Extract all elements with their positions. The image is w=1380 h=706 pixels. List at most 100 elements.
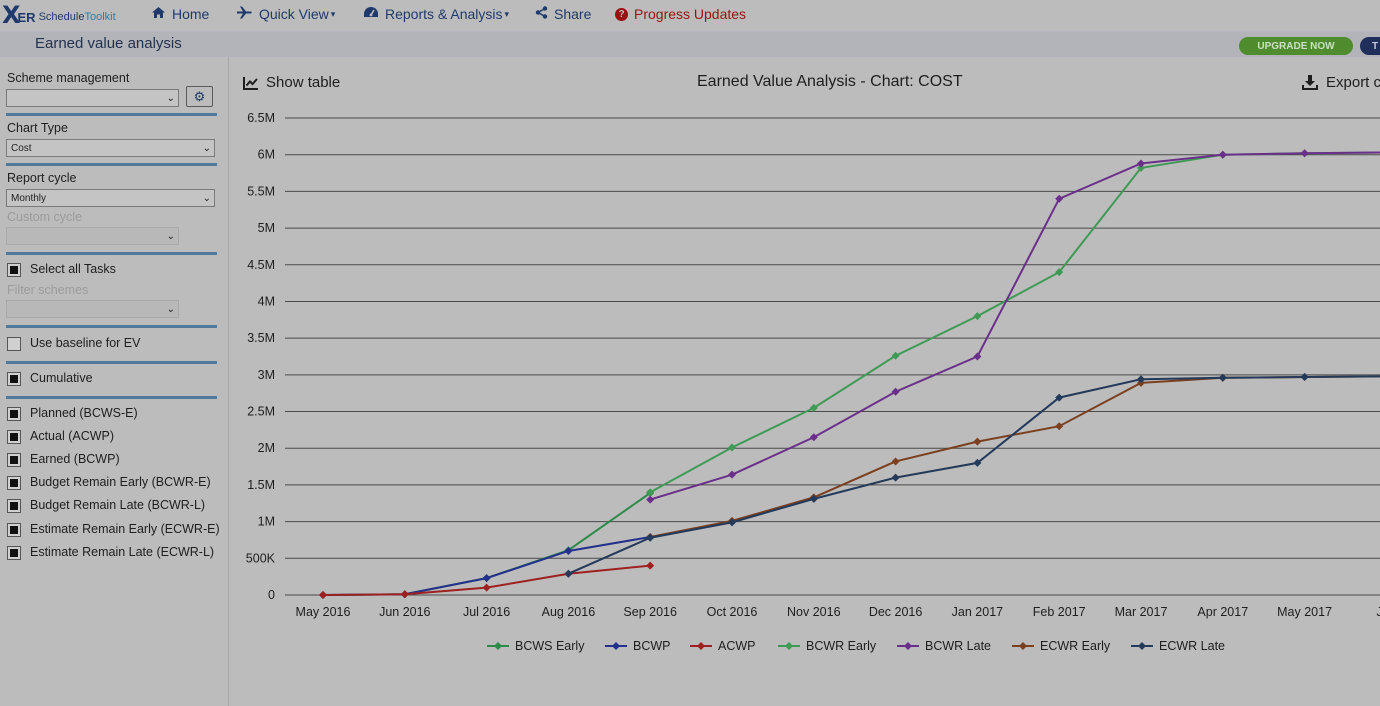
share-icon xyxy=(535,6,548,22)
data-point xyxy=(646,495,655,504)
y-tick-label: 1M xyxy=(258,515,275,529)
data-point xyxy=(728,518,736,527)
chart-type-value: Cost xyxy=(11,143,32,154)
series-toggle-checkbox[interactable] xyxy=(7,430,21,444)
y-tick-label: 6.5M xyxy=(247,111,275,125)
data-point xyxy=(319,591,327,599)
nav-reports[interactable]: Reports & Analysis ▾ xyxy=(363,0,509,28)
x-tick-label: Sep 2016 xyxy=(623,605,677,619)
series-toggle-checkbox[interactable] xyxy=(7,407,21,421)
series-toggle-label: Budget Remain Early (BCWR-E) xyxy=(30,475,211,489)
divider xyxy=(6,113,217,116)
data-point xyxy=(973,312,982,321)
legend-swatch-marker xyxy=(697,642,705,650)
upgrade-now-button[interactable]: UPGRADE NOW xyxy=(1239,37,1353,55)
cumulative-label: Cumulative xyxy=(30,371,93,385)
chevron-down-icon: ⌄ xyxy=(166,93,175,104)
nav-home[interactable]: Home xyxy=(151,0,209,28)
data-point xyxy=(891,351,900,360)
nav-progress-updates[interactable]: ? Progress Updates xyxy=(615,0,746,28)
series-toggle-label: Actual (ACWP) xyxy=(30,429,115,443)
main-panel: 0 500K 1M 1.5M 2M 2.5M 3M 3.5M 4M 4.5M 5M 5.5M 6M 6.5… xyxy=(229,57,1380,706)
logo-schedule-text: Schedule xyxy=(38,10,85,23)
nav-share[interactable]: Share xyxy=(535,0,591,28)
series-line xyxy=(649,151,1380,501)
data-point xyxy=(646,488,655,497)
y-tick-label: 5M xyxy=(258,221,275,235)
top-navbar: X ER Schedule Toolkit Home Quick View ▾ … xyxy=(0,0,1380,30)
header-right-button[interactable]: T xyxy=(1360,37,1380,55)
report-cycle-value: Monthly xyxy=(11,193,47,204)
data-point xyxy=(891,473,900,482)
y-tick-label: 4M xyxy=(258,294,275,308)
app-logo[interactable]: X ER Schedule Toolkit xyxy=(2,1,116,29)
divider xyxy=(6,325,217,328)
y-tick-label: 2.5M xyxy=(247,405,275,419)
scheme-select[interactable]: ⌄ xyxy=(6,89,179,107)
legend-swatch-marker xyxy=(612,642,620,650)
data-point xyxy=(1055,393,1064,402)
legend-swatch-marker xyxy=(785,642,793,650)
data-point xyxy=(482,574,491,583)
y-tick-label: 6M xyxy=(258,148,275,162)
divider xyxy=(6,361,217,364)
gauge-icon xyxy=(363,6,379,22)
question-icon: ? xyxy=(615,7,628,21)
show-table-button[interactable]: Show table xyxy=(243,74,340,91)
x-tick-label: Nov 2016 xyxy=(787,605,841,619)
series-line xyxy=(650,375,1380,539)
data-point xyxy=(973,352,982,361)
divider xyxy=(6,163,217,166)
data-point xyxy=(1300,149,1309,158)
nav-home-label: Home xyxy=(172,6,210,22)
series-line xyxy=(649,151,1380,494)
nav-reports-label: Reports & Analysis xyxy=(385,6,503,22)
data-point xyxy=(809,433,818,442)
x-tick-label: Apr 2017 xyxy=(1197,605,1248,619)
chevron-down-icon: ⌄ xyxy=(166,304,175,315)
data-point xyxy=(1055,268,1064,277)
nav-quick-view[interactable]: Quick View ▾ xyxy=(236,0,335,28)
chevron-down-icon: ▾ xyxy=(504,8,510,19)
nav-share-label: Share xyxy=(554,6,592,22)
series-toggle-checkbox[interactable] xyxy=(7,546,21,560)
scheme-settings-button[interactable]: ⚙ xyxy=(186,86,213,107)
series-toggle-checkbox[interactable] xyxy=(7,453,21,467)
report-cycle-select[interactable]: Monthly ⌄ xyxy=(6,189,215,207)
series-toggle-checkbox[interactable] xyxy=(7,523,21,537)
select-all-tasks-checkbox[interactable] xyxy=(7,263,21,277)
data-point xyxy=(1055,194,1064,203)
select-all-tasks-label: Select all Tasks xyxy=(30,262,116,276)
legend-label: ECWR Late xyxy=(1159,639,1225,653)
scheme-management-label: Scheme management xyxy=(7,71,130,85)
data-point xyxy=(564,569,573,578)
series-toggle-checkbox[interactable] xyxy=(7,499,21,513)
data-point xyxy=(1055,422,1064,431)
show-table-label: Show table xyxy=(266,74,341,91)
legend-label: BCWR Early xyxy=(806,639,877,653)
legend-swatch-marker xyxy=(904,642,912,650)
y-tick-label: 3M xyxy=(258,368,275,382)
logo-mark: X xyxy=(2,1,21,29)
chevron-down-icon: ⌄ xyxy=(166,231,175,242)
legend-label: BCWR Late xyxy=(925,639,991,653)
chart-type-select[interactable]: Cost ⌄ xyxy=(6,139,215,157)
y-tick-label: 1.5M xyxy=(247,478,275,492)
chevron-down-icon: ▾ xyxy=(330,8,336,19)
data-point xyxy=(891,457,900,466)
sub-header: Earned value analysis UPGRADE NOW T xyxy=(0,31,1380,57)
series-toggle-label: Earned (BCWP) xyxy=(30,452,120,466)
evm-line-chart: 0 500K 1M 1.5M 2M 2.5M 3M 3.5M 4M 4.5M 5M 5.5M 6M 6.5… xyxy=(246,111,1380,653)
cumulative-checkbox[interactable] xyxy=(7,372,21,386)
legend-swatch-marker xyxy=(494,642,502,650)
use-baseline-checkbox[interactable] xyxy=(7,337,21,351)
y-tick-label: 500K xyxy=(246,551,276,565)
data-point xyxy=(809,494,818,503)
x-tick-label: Jun xyxy=(1376,605,1380,619)
export-button[interactable]: Export c xyxy=(1302,74,1380,91)
x-tick-label: May 2017 xyxy=(1277,605,1332,619)
data-point xyxy=(973,437,982,446)
series-toggle-checkbox[interactable] xyxy=(7,476,21,490)
data-point xyxy=(728,470,736,479)
x-tick-label: Jul 2016 xyxy=(463,605,510,619)
